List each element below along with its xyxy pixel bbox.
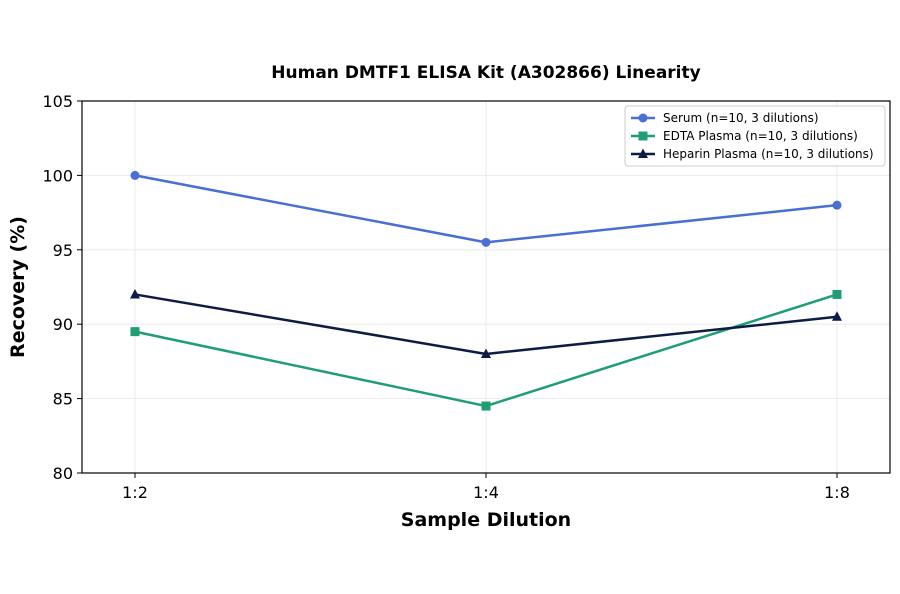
- legend-item: Heparin Plasma (n=10, 3 dilutions): [631, 147, 874, 161]
- data-point: [481, 348, 491, 358]
- series-1: [130, 289, 842, 411]
- series-2: [130, 288, 842, 358]
- data-point: [832, 200, 842, 210]
- data-point: [130, 170, 140, 180]
- tick-layer: 1:2 1:4 1:8 80 85 90 95 100 105: [42, 92, 849, 502]
- series-0: [130, 170, 842, 247]
- x-tick-label: 1:2: [122, 483, 148, 502]
- y-tick-label: 95: [53, 241, 73, 260]
- data-point: [130, 288, 140, 299]
- legend-label: Heparin Plasma (n=10, 3 dilutions): [663, 147, 874, 161]
- legend: Serum (n=10, 3 dilutions) EDTA Plasma (n=…: [624, 105, 886, 167]
- x-tick-label: 1:4: [473, 483, 499, 502]
- y-tick-label: 100: [42, 166, 73, 185]
- legend-item: EDTA Plasma (n=10, 3 dilutions): [631, 129, 858, 143]
- legend-frame: [624, 105, 886, 167]
- y-tick-label: 90: [53, 315, 73, 334]
- x-axis-label: Sample Dilution: [401, 509, 571, 531]
- legend-swatch-marker: [638, 113, 648, 123]
- data-point: [832, 311, 842, 321]
- legend-swatch-marker: [638, 148, 648, 158]
- legend-label: Serum (n=10, 3 dilutions): [663, 111, 819, 125]
- y-axis-label: Recovery (%): [7, 216, 29, 358]
- y-tick-label: 85: [53, 390, 73, 409]
- series-layer: [130, 170, 842, 411]
- data-point: [481, 401, 491, 411]
- data-point: [481, 237, 491, 247]
- legend-swatch-marker: [638, 131, 648, 141]
- y-tick-label: 105: [42, 92, 73, 111]
- data-point: [832, 289, 842, 299]
- legend-label: EDTA Plasma (n=10, 3 dilutions): [663, 129, 858, 143]
- data-point: [130, 327, 140, 337]
- legend-item: Serum (n=10, 3 dilutions): [631, 111, 819, 125]
- y-tick-label: 80: [53, 464, 73, 483]
- x-tick-label: 1:8: [824, 483, 850, 502]
- chart-title: Human DMTF1 ELISA Kit (A302866) Linearit…: [271, 63, 700, 83]
